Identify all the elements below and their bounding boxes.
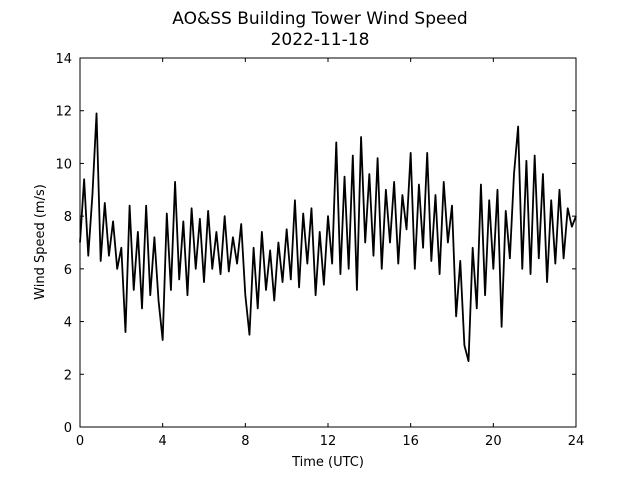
data-line: [79, 112, 577, 363]
y-tick-label: 8: [64, 210, 72, 225]
y-tick-label: 0: [64, 421, 72, 436]
chart-subtitle: 2022-11-18: [271, 30, 370, 50]
y-tick-label: 4: [64, 316, 72, 331]
x-tick-label: 24: [568, 434, 585, 449]
x-tick-label: 4: [159, 434, 167, 449]
x-tick-label: 8: [241, 434, 249, 449]
x-tick-label: 20: [485, 434, 502, 449]
y-axis-label: Wind Speed (m/s): [33, 184, 48, 300]
x-axis-label: Time (UTC): [291, 455, 364, 470]
chart-title: AO&SS Building Tower Wind Speed: [172, 9, 467, 29]
y-tick-label: 6: [64, 263, 72, 278]
x-tick-label: 12: [320, 434, 337, 449]
y-tick-label: 10: [55, 157, 72, 172]
y-tick-label: 12: [55, 105, 72, 120]
y-tick-label: 2: [64, 368, 72, 383]
x-tick-label: 16: [402, 434, 419, 449]
y-tick-label: 14: [55, 52, 72, 67]
x-tick-label: 0: [76, 434, 84, 449]
